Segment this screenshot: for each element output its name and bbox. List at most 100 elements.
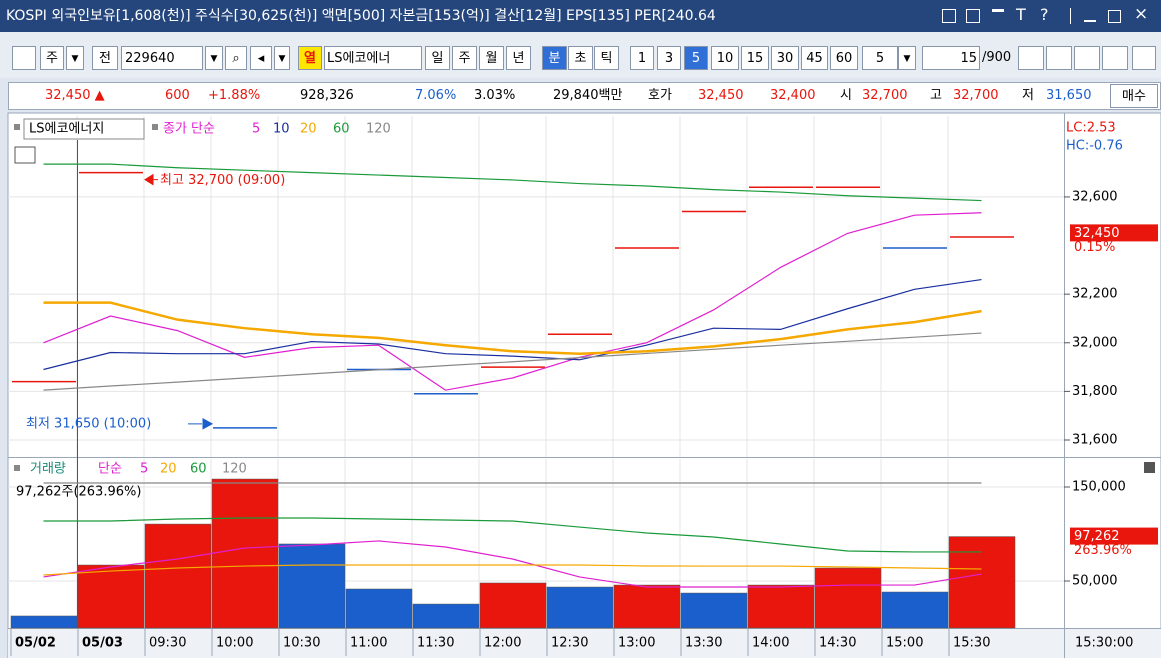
period-button[interactable]: 초 [568, 46, 593, 70]
quote-label: 호가 [648, 88, 672, 103]
change-label: 263.96% [1074, 543, 1132, 558]
interval-button[interactable]: 1 [630, 46, 654, 70]
x-tick-label: 13:00 [618, 636, 655, 651]
icon-pin[interactable] [992, 9, 1004, 12]
dropdown[interactable]: ▼ [66, 46, 84, 70]
dropdown[interactable]: ▼ [205, 46, 223, 70]
y-tick-label: 31,600 [1072, 432, 1118, 447]
icon-button[interactable] [1018, 46, 1044, 70]
interval-button[interactable]: 45 [801, 46, 828, 70]
change-rate: +1.88% [208, 88, 261, 103]
icon-window[interactable] [942, 9, 956, 23]
period-button[interactable]: 년 [506, 46, 531, 70]
sound-button[interactable]: ◂ [250, 46, 272, 70]
title-text: KOSPI 외국인보유[1,608(천)] 주식수[30,625(천)] 액면[… [6, 8, 716, 24]
volume-bar [814, 567, 882, 629]
annotation-arrow [188, 417, 214, 430]
separator [1070, 8, 1071, 24]
buy-button[interactable]: 매수 [1110, 84, 1158, 108]
period-button[interactable]: 틱 [594, 46, 619, 70]
count-input[interactable]: 15 [922, 46, 980, 70]
volume-bar [412, 603, 480, 629]
legend-entry: 60 [190, 462, 207, 477]
legend-entry: 5 [140, 462, 148, 477]
period-button[interactable]: 일 [425, 46, 450, 70]
volume-bar [10, 615, 78, 629]
table-icon[interactable] [14, 146, 36, 164]
ask: 32,450 [698, 88, 744, 103]
icon-button[interactable] [1046, 46, 1072, 70]
x-tick-label: 05/02 [15, 636, 56, 651]
foreign: 3.03% [474, 88, 516, 103]
price: 32,450 ▲ [45, 88, 105, 103]
y-tick-label: 32,600 [1072, 189, 1118, 204]
interval-button[interactable]: 15 [741, 46, 769, 70]
interval-button[interactable]: 30 [771, 46, 799, 70]
volume-subtitle: 97,262주(263.96%) [16, 485, 141, 500]
x-tick-label: 13:30 [685, 636, 722, 651]
low: 31,650 [1046, 88, 1092, 103]
icon-minimize[interactable] [1084, 20, 1096, 22]
last-value-label: 32,450 [1074, 226, 1120, 241]
y-tick-label: 50,000 [1072, 574, 1118, 589]
x-tick-label: 05/03 [82, 636, 123, 651]
close-panel[interactable] [1144, 462, 1155, 473]
x-tick-label: 11:00 [350, 636, 387, 651]
icon-copy[interactable] [966, 9, 980, 23]
dropdown[interactable]: ▼ [898, 46, 916, 70]
y-tick-label: 32,200 [1072, 287, 1118, 302]
lc-label: LC:2.53 [1066, 121, 1116, 136]
low-label: 저 [1022, 88, 1034, 103]
chart: LS에코에너지 종가 단순 LC:2.53 HC:-0.76 거래량 단순 97… [7, 112, 1161, 658]
ma-line [43, 332, 982, 391]
interval-button[interactable]: 60 [830, 46, 858, 70]
volume: 928,326 [300, 88, 354, 103]
code-type[interactable]: 주 [40, 46, 64, 70]
icon-menu[interactable] [12, 46, 36, 70]
icon-button[interactable] [1132, 46, 1156, 70]
annotation: 최저 31,650 (10:00) [26, 416, 151, 431]
legend-entry: 10 [273, 122, 290, 137]
title-button[interactable]: T [1016, 5, 1026, 24]
x-tick-label: 10:00 [216, 636, 253, 651]
x-tick-label: 09:30 [149, 636, 186, 651]
hc-label: HC:-0.76 [1066, 139, 1123, 154]
volume-bar [144, 523, 212, 629]
open: 32,700 [862, 88, 908, 103]
amount: 29,840백만 [553, 88, 623, 103]
interval-button[interactable]: 3 [657, 46, 681, 70]
y-tick-label: 31,800 [1072, 384, 1118, 399]
period-button[interactable]: 월 [479, 46, 504, 70]
legend-entry: 20 [300, 122, 317, 137]
code-input[interactable]: 229640 [121, 46, 203, 70]
x-tick-label: 15:00 [886, 636, 923, 651]
ma-line [43, 278, 982, 371]
icon-close[interactable]: × [1134, 4, 1149, 24]
market[interactable]: 전 [92, 46, 118, 70]
icon-button[interactable] [1102, 46, 1128, 70]
multiplier[interactable]: 5 [862, 46, 898, 70]
x-tick-label: 11:30 [417, 636, 454, 651]
tag[interactable]: 열 [298, 46, 322, 70]
last-value-label: 97,262 [1074, 529, 1120, 544]
search-button[interactable]: ⌕ [225, 46, 247, 70]
x-tick-label: 12:00 [484, 636, 521, 651]
volume-bar [881, 591, 949, 629]
title-button[interactable]: ? [1040, 5, 1049, 24]
x-tick-label: 12:30 [551, 636, 588, 651]
icon-maximize[interactable] [1108, 10, 1121, 23]
period-button[interactable]: 분 [542, 46, 567, 70]
dropdown[interactable]: ▼ [274, 46, 290, 70]
legend-icon [14, 124, 20, 130]
icon-button[interactable] [1074, 46, 1100, 70]
ma-line [43, 540, 982, 588]
x-tick-label: 14:30 [819, 636, 856, 651]
annotation-arrow [144, 173, 158, 186]
ma-line [43, 301, 982, 355]
period-button[interactable]: 주 [452, 46, 477, 70]
x-tick-label: 15:30 [953, 636, 990, 651]
volume-bar [680, 592, 748, 629]
interval-button[interactable]: 10 [711, 46, 739, 70]
interval-button[interactable]: 5 [684, 46, 708, 70]
x-tick-label: 10:30 [283, 636, 320, 651]
